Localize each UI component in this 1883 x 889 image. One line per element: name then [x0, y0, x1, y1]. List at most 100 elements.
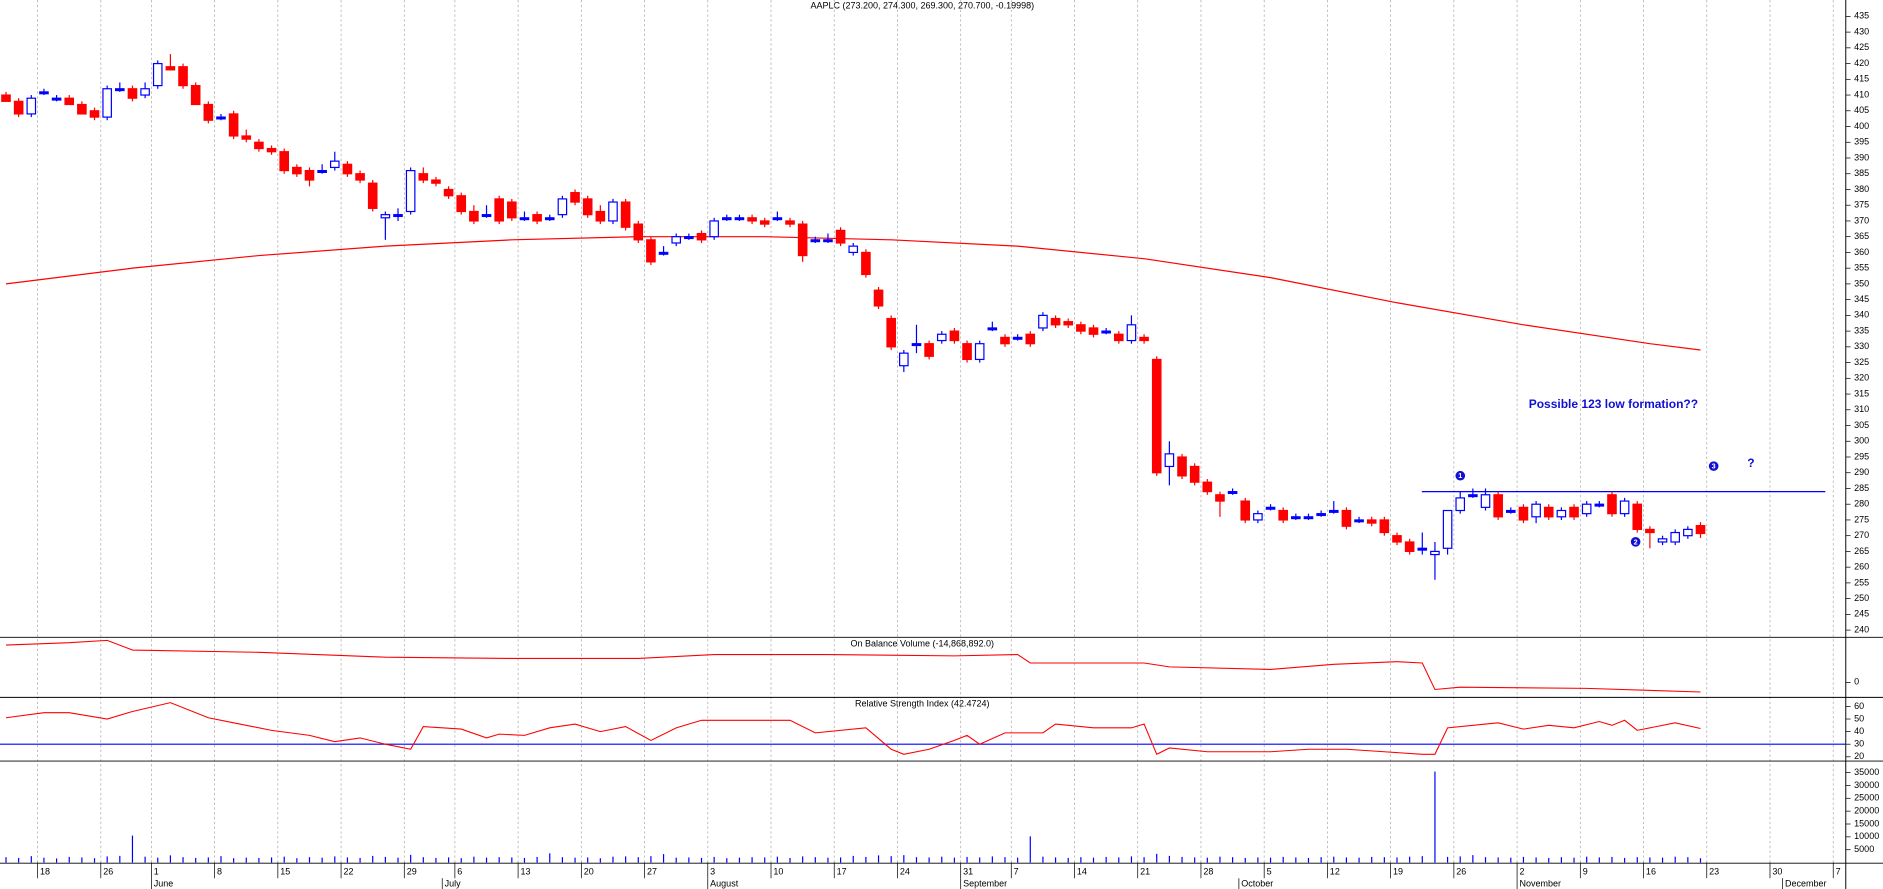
candle-body [51, 97, 62, 101]
candle-body [1341, 509, 1352, 527]
x-tick-label: 3 [710, 867, 715, 877]
x-tick-label: 19 [1393, 867, 1403, 877]
y-tick-label: 260 [1854, 562, 1869, 572]
month-label: September [963, 879, 1007, 889]
candle-body [949, 330, 960, 342]
candle-body [1038, 314, 1048, 329]
candle-body [1, 94, 11, 102]
y-tick-label: 20 [1854, 751, 1864, 761]
month-label: August [710, 879, 739, 889]
candle-body [140, 88, 150, 96]
x-tick-label: 17 [837, 867, 847, 877]
candle-body [759, 220, 770, 225]
y-tick-label: 390 [1854, 152, 1869, 162]
candle-body [190, 85, 201, 106]
x-tick-label: 2 [1519, 867, 1524, 877]
y-tick-label: 375 [1854, 200, 1869, 210]
candle-body [1581, 503, 1592, 515]
y-tick-label: 315 [1854, 388, 1869, 398]
candle-body [696, 232, 707, 241]
x-tick-label: 24 [900, 867, 910, 877]
candle-body [77, 103, 87, 115]
y-tick-label: 300 [1854, 436, 1869, 446]
x-tick-label: 7 [1836, 867, 1841, 877]
y-tick-label: 240 [1854, 624, 1869, 634]
marker-label: ? [1747, 456, 1754, 470]
candle-body [633, 223, 644, 241]
candle-body [1594, 503, 1605, 507]
candle-body [1468, 494, 1478, 498]
y-tick-label: 20000 [1854, 806, 1879, 816]
candle-body [646, 239, 656, 263]
candle-body [1430, 550, 1440, 556]
candle-body [911, 343, 922, 347]
x-tick-label: 28 [1203, 867, 1213, 877]
candle-body [329, 160, 340, 169]
candle-body [216, 116, 226, 120]
candle-body [1050, 317, 1061, 326]
candle-body [1531, 503, 1541, 518]
candle-body [1240, 500, 1251, 521]
candle-body [1101, 330, 1111, 334]
candle-body [658, 251, 669, 255]
y-tick-label: 400 [1854, 121, 1869, 131]
candle-body [1455, 497, 1466, 512]
y-tick-label: 350 [1854, 278, 1869, 288]
candle-body [1202, 481, 1213, 493]
chart-title: AAPLC (273.200, 274.300, 269.300, 270.70… [810, 0, 1034, 10]
y-tick-label: 405 [1854, 105, 1869, 115]
y-tick-label: 60 [1854, 701, 1864, 711]
rsi-title: Relative Strength Index (42.4724) [855, 698, 990, 708]
y-tick-label: 320 [1854, 373, 1869, 383]
y-tick-label: 395 [1854, 137, 1869, 147]
y-tick-label: 15000 [1854, 818, 1879, 828]
y-tick-label: 255 [1854, 577, 1869, 587]
x-tick-label: 6 [457, 867, 462, 877]
candle-body [1417, 547, 1428, 551]
x-tick-label: 13 [521, 867, 531, 877]
y-tick-label: 425 [1854, 42, 1869, 52]
candle-body [1556, 509, 1567, 518]
x-tick-label: 30 [1772, 867, 1782, 877]
candle-body [405, 169, 416, 213]
candle-body [456, 195, 467, 213]
candle-body [595, 210, 606, 222]
candle-body [1543, 506, 1554, 518]
candle-body [1518, 506, 1529, 521]
y-tick-label: 330 [1854, 341, 1869, 351]
candle-body [608, 201, 618, 222]
candle-body [279, 151, 290, 172]
x-tick-label: 26 [1456, 867, 1466, 877]
candle-body [544, 217, 555, 221]
candle-body [582, 198, 593, 216]
candle-body [393, 214, 403, 218]
y-tick-label: 420 [1854, 58, 1869, 68]
y-tick-label: 25000 [1854, 793, 1879, 803]
candle-body [671, 236, 682, 244]
x-tick-label: 22 [343, 867, 353, 877]
candle-body [507, 201, 517, 219]
candle-body [1278, 509, 1288, 521]
candle-body [557, 198, 568, 216]
x-tick-label: 1 [154, 867, 159, 877]
candle-body [1113, 333, 1124, 342]
candle-body [924, 343, 934, 357]
candle-body [1645, 528, 1655, 534]
candle-body [1632, 503, 1643, 530]
candle-body [1189, 465, 1200, 483]
x-tick-label: 10 [773, 867, 783, 877]
y-tick-label: 410 [1854, 89, 1869, 99]
candle-body [1506, 509, 1516, 513]
marker-circle [1455, 470, 1466, 481]
candle-body [102, 88, 112, 118]
y-tick-label: 10000 [1854, 831, 1879, 841]
candle-body [1063, 321, 1074, 326]
candle-body [380, 214, 391, 219]
candle-body [734, 217, 745, 221]
x-tick-label: 23 [1709, 867, 1719, 877]
x-tick-label: 16 [1646, 867, 1656, 877]
y-tick-label: 0 [1854, 677, 1859, 687]
candle-body [1227, 491, 1238, 495]
